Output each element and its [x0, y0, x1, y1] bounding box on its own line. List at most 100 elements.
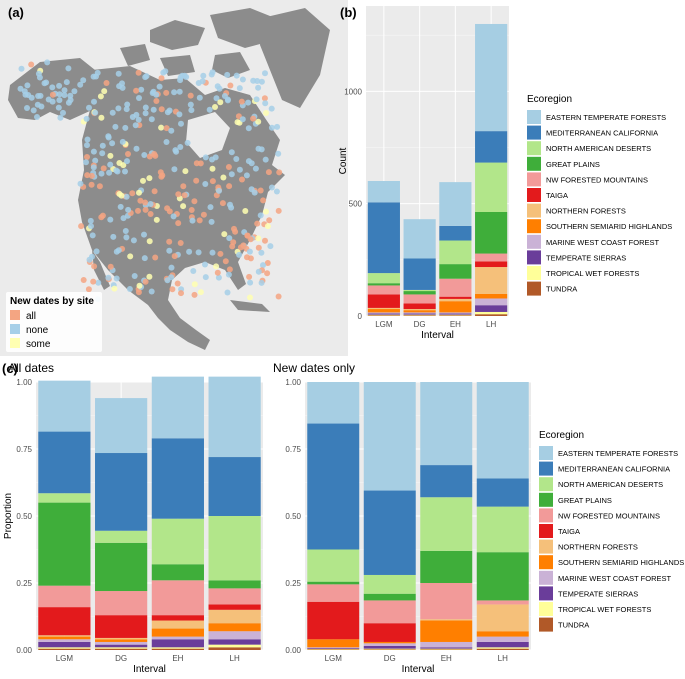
site-marker [124, 101, 131, 108]
site-marker [116, 160, 123, 166]
site-marker [67, 92, 74, 99]
site-marker [199, 78, 206, 85]
site-marker [129, 190, 136, 197]
site-marker [71, 88, 78, 95]
site-marker [275, 293, 282, 300]
site-marker [84, 154, 90, 160]
site-marker [153, 91, 160, 98]
site-marker [98, 170, 105, 177]
site-marker [84, 136, 91, 143]
site-marker [236, 85, 243, 92]
site-marker [250, 115, 257, 122]
site-marker [86, 104, 92, 111]
site-marker [98, 114, 105, 121]
site-marker [107, 152, 114, 159]
site-marker [99, 150, 106, 157]
site-marker [93, 73, 99, 80]
site-marker [209, 249, 216, 256]
site-marker [196, 217, 203, 224]
site-marker [225, 271, 232, 278]
site-marker [163, 89, 170, 96]
map-legend: New dates by site all none some [6, 292, 102, 352]
site-marker [57, 114, 64, 121]
site-marker [197, 289, 204, 296]
site-marker [197, 160, 204, 167]
site-marker [97, 93, 104, 100]
site-marker [255, 268, 262, 275]
site-marker [171, 166, 178, 173]
site-marker [244, 232, 251, 239]
site-marker [234, 119, 241, 126]
site-marker [152, 254, 159, 261]
site-marker [158, 75, 165, 82]
site-marker [226, 235, 233, 242]
site-marker [135, 69, 142, 76]
site-marker [173, 148, 180, 155]
map-legend-none: none [26, 325, 49, 336]
site-marker [34, 114, 40, 120]
site-marker [107, 216, 114, 223]
site-marker [181, 72, 188, 79]
site-marker [258, 249, 265, 256]
site-marker [63, 79, 70, 86]
site-marker [191, 291, 198, 298]
site-marker [246, 248, 253, 255]
site-marker [250, 77, 257, 84]
site-marker [100, 165, 107, 172]
site-marker [119, 80, 125, 87]
site-marker [258, 78, 265, 85]
site-marker [106, 169, 113, 176]
site-marker [163, 139, 170, 145]
site-marker [196, 94, 203, 101]
site-marker [109, 140, 116, 147]
map-legend-all: all [26, 311, 36, 322]
site-marker [151, 188, 158, 195]
site-marker [238, 98, 245, 105]
site-marker [239, 76, 246, 83]
map-legend-title: New dates by site [10, 296, 94, 307]
site-marker [126, 286, 133, 292]
site-marker [217, 99, 224, 106]
site-marker [87, 217, 94, 224]
site-marker [113, 248, 120, 255]
site-marker [171, 253, 178, 260]
site-marker [125, 206, 132, 213]
site-marker [228, 171, 235, 178]
site-marker [115, 105, 122, 112]
site-marker [90, 148, 97, 155]
site-marker [184, 139, 191, 146]
site-marker [168, 127, 175, 134]
site-marker [136, 282, 143, 289]
site-marker [245, 125, 252, 132]
site-marker [91, 98, 97, 105]
site-marker [231, 225, 237, 232]
site-marker [83, 115, 90, 122]
site-marker [44, 59, 51, 66]
site-marker [35, 70, 42, 77]
site-marker [227, 82, 234, 89]
site-marker [189, 217, 196, 224]
site-marker [261, 95, 268, 102]
site-marker [135, 207, 141, 214]
site-marker [262, 100, 269, 107]
site-marker [245, 99, 252, 106]
site-marker [260, 197, 267, 204]
site-marker [239, 176, 245, 183]
site-marker [60, 109, 66, 116]
site-marker [200, 72, 207, 79]
site-marker [49, 84, 56, 91]
site-marker [240, 242, 247, 249]
site-marker [88, 223, 94, 230]
map-legend-some: some [26, 339, 51, 350]
site-marker [158, 106, 165, 113]
site-marker [123, 193, 130, 200]
site-marker [146, 175, 153, 182]
site-marker [168, 264, 175, 271]
site-marker [164, 109, 171, 116]
legend-key-none [10, 324, 20, 334]
site-marker [146, 153, 153, 160]
site-marker [140, 177, 146, 184]
site-marker [142, 206, 149, 213]
site-marker [258, 279, 265, 286]
site-marker [226, 266, 233, 273]
